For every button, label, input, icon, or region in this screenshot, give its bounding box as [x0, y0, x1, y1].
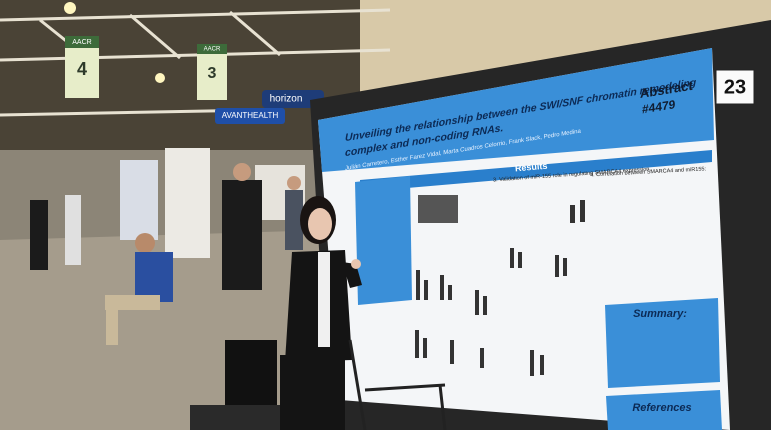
sign-number: 4: [77, 59, 87, 79]
abstract-number: #4479: [642, 97, 676, 116]
bag: [225, 340, 277, 405]
sign-org: AACR: [72, 39, 91, 46]
sign-number: 3: [208, 65, 217, 82]
summary-heading: Summary:: [633, 308, 687, 320]
aisle-sign: AACR 4: [65, 36, 99, 98]
ceiling-light: [64, 2, 76, 14]
distant-poster: [165, 148, 210, 258]
poster-header: [318, 48, 714, 172]
poster-panel: [355, 176, 412, 305]
banner-text: horizon: [270, 94, 303, 105]
figure-bars: [415, 200, 585, 376]
results-heading: Results: [515, 161, 548, 174]
seated-man: [105, 233, 173, 345]
references-heading: References: [632, 402, 691, 414]
sign-org: AACR: [204, 47, 221, 53]
chair: [348, 339, 447, 430]
ceiling-light: [155, 73, 165, 83]
banner: [262, 90, 324, 108]
board-number: 23: [724, 76, 746, 98]
people: [30, 163, 303, 290]
board-number-card: [715, 69, 755, 105]
results-bar: [360, 150, 712, 192]
summary-panel: [605, 298, 720, 388]
banner: [215, 108, 285, 124]
blot-figure: [418, 195, 458, 223]
distant-poster: [120, 160, 158, 240]
chair-seat: [190, 405, 280, 430]
banner-text: AVANTHEALTH: [222, 111, 279, 120]
aisle-sign: AACR 3: [197, 44, 227, 100]
presenter: [280, 196, 362, 430]
references-panel: [606, 390, 722, 430]
